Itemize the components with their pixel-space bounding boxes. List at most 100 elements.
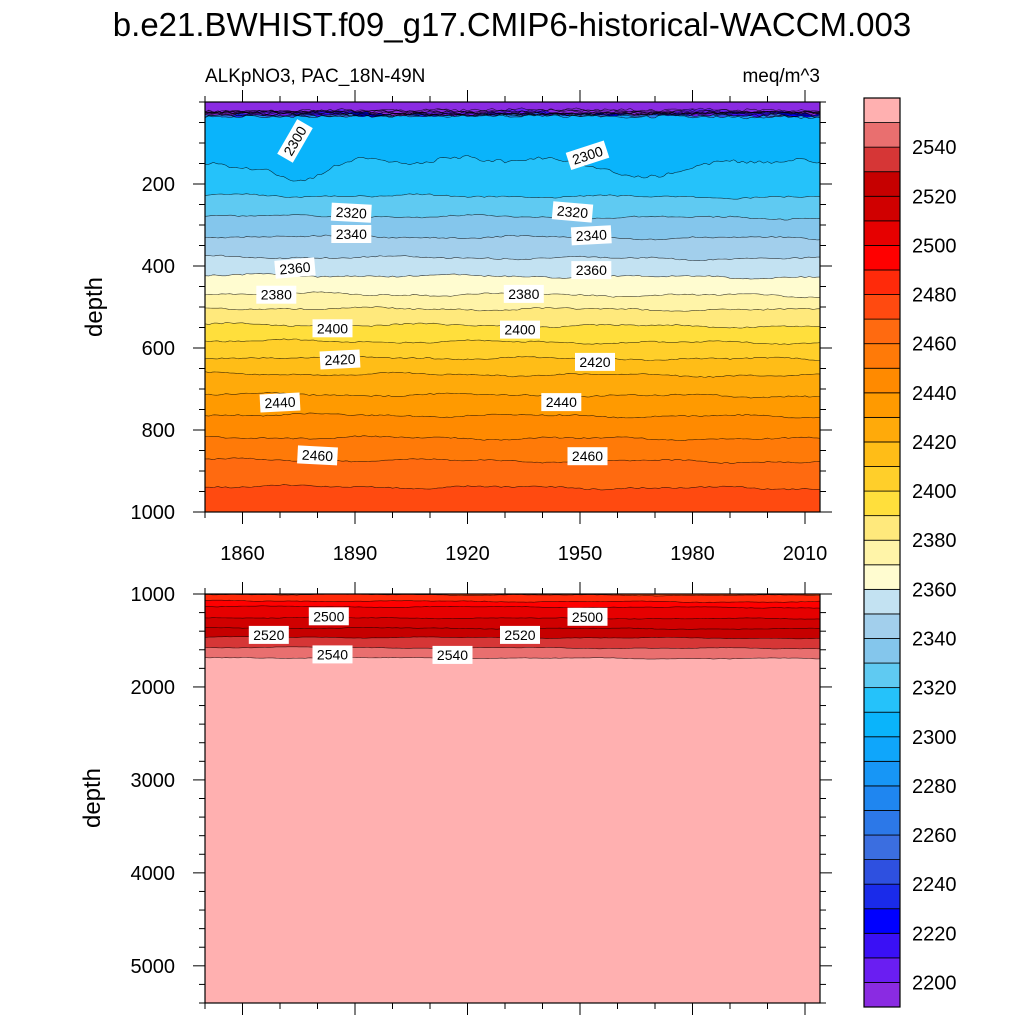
colorbar-box (863, 638, 901, 664)
x-tick-label: 2010 (783, 543, 828, 565)
colorbar-box (863, 318, 901, 345)
contour-line (205, 155, 820, 182)
contour-label: 2400 (500, 320, 540, 339)
contour-label: 2380 (256, 285, 297, 304)
colorbar-box (863, 122, 901, 148)
contour-label: 2320 (330, 202, 372, 223)
contour-label-text: 2380 (508, 286, 539, 302)
lower-contour-lines (205, 594, 820, 660)
contour-label-text: 2440 (264, 394, 296, 412)
contour-label-text: 2420 (324, 351, 356, 369)
colorbar-frame (863, 97, 901, 1008)
colorbar-box (863, 859, 901, 885)
contour-label-box (277, 119, 313, 163)
contour-label: 2440 (259, 392, 301, 413)
contour-band (205, 102, 820, 182)
contour-label-box (567, 447, 608, 466)
contour-label: 2460 (567, 447, 608, 466)
y-tick-label: 2000 (131, 677, 176, 699)
contour-label-text: 2320 (556, 203, 589, 222)
contour-label-box (500, 320, 540, 339)
colorbar-tick-label: 2220 (912, 923, 957, 945)
y-tick-label: 600 (142, 338, 175, 360)
x-tick-label: 1860 (220, 543, 265, 565)
contour-line (205, 599, 820, 603)
contour-label-box (319, 349, 361, 370)
colorbar-box (863, 220, 901, 246)
colorbar-box (863, 908, 901, 934)
colorbar-box (863, 171, 901, 197)
colorbar-box (863, 810, 901, 836)
contour-label: 2420 (575, 352, 615, 371)
contour-label-box (248, 625, 289, 644)
contour-line (205, 109, 820, 119)
contour-label-text: 2520 (253, 627, 284, 643)
colorbar-tick-label: 2380 (912, 530, 957, 552)
contour-line (205, 306, 820, 312)
contour-line (205, 657, 820, 660)
contour-label-text: 2540 (437, 647, 468, 663)
contour-label-box (274, 257, 316, 279)
x-tick-label: 1980 (670, 543, 715, 565)
contour-label: 2340 (331, 225, 372, 243)
contour-line (205, 646, 820, 650)
contour-label-box (259, 392, 301, 413)
colorbar-tick-label: 2520 (912, 186, 957, 208)
contour-label-box (570, 225, 612, 246)
colorbar-tick-label: 2440 (912, 383, 957, 405)
contour-label-text: 2340 (575, 226, 607, 244)
contour-line (205, 616, 820, 620)
y-tick-label: 5000 (131, 956, 176, 978)
y-tick-label: 400 (142, 256, 175, 278)
contour-label: 2340 (570, 225, 612, 246)
contour-label: 2500 (567, 607, 608, 626)
colorbar-box (863, 588, 901, 615)
upper-x-axis: 1860 1890 1920 1950 1980 2010 (204, 90, 828, 565)
y-tick-label: 200 (142, 174, 175, 196)
contour-label: 2460 (297, 445, 338, 466)
contour-line (205, 355, 820, 362)
contour-line (205, 109, 820, 120)
colorbar-tick-label: 2300 (912, 727, 957, 749)
contour-label-box (256, 285, 297, 304)
contour-line (205, 371, 820, 378)
contour-label-box (500, 625, 540, 644)
contour-label: 2440 (541, 393, 582, 412)
contour-line (205, 484, 820, 491)
contour-line (205, 109, 820, 119)
colorbar-box (863, 490, 901, 517)
contour-label-text: 2460 (572, 448, 603, 464)
colorbar-tick-label: 2260 (912, 825, 957, 847)
colorbar-box (863, 146, 901, 173)
upper-y-axis-label: depth (81, 277, 108, 337)
colorbar-tick-label: 2480 (912, 285, 957, 307)
contour-label: 2400 (312, 319, 353, 338)
colorbar: 2200 2220 2240 2260 2280 2300 2320 2340 2360 2380… (863, 97, 957, 1008)
lower-y-axis: 1000 2000 3000 4000 5000 (131, 584, 832, 1004)
contour-label-text: 2320 (335, 204, 367, 222)
x-tick-label: 1920 (445, 543, 490, 565)
contour-line (205, 193, 820, 200)
colorbar-box (863, 687, 901, 713)
y-tick-label: 3000 (131, 770, 176, 792)
contour-label-box (541, 393, 582, 412)
lower-contour-labels: 2500 2500 2520 2520 2540 2540 (248, 607, 608, 664)
contour-label-box (567, 607, 608, 626)
x-tick-label: 1950 (558, 543, 603, 565)
colorbar-box (863, 785, 901, 811)
contour-label-box (308, 607, 349, 626)
contour-label-text: 2400 (504, 322, 535, 338)
colorbar-box (863, 982, 901, 1008)
upper-y-axis: 200 400 600 800 1000 (131, 101, 832, 524)
contour-label-text: 2540 (317, 646, 348, 662)
contour-line (205, 273, 820, 280)
colorbar-tick-label: 2420 (912, 432, 957, 454)
contour-label-box (575, 352, 615, 371)
x-tick-label: 1890 (333, 543, 378, 565)
lower-y-axis-label: depth (79, 768, 106, 828)
colorbar-box (863, 97, 901, 123)
colorbar-box (863, 564, 901, 590)
contour-label: 2540 (432, 645, 473, 664)
